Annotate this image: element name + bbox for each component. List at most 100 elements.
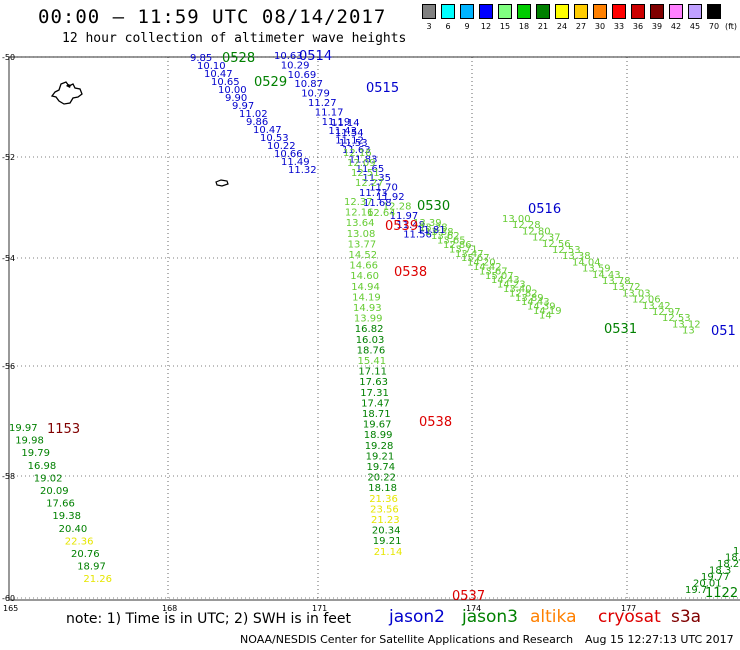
wave-height-value: 12.80 [522,226,551,237]
wave-height-value: 13.71 [449,244,478,255]
wave-height-value: 18.18 [368,483,397,494]
color-scale-label: 12 [480,22,492,31]
wave-height-value: 13.65 [437,236,466,247]
color-scale-label: 21 [537,22,549,31]
wave-height-value: 14.20 [467,258,496,269]
wave-height-value: 11.27 [308,98,337,109]
pass-time-label: 0538 [394,265,427,280]
wave-height-value: 13.59 [582,264,611,275]
wave-height-value: 14.04 [572,257,601,268]
color-scale-swatch [612,4,626,19]
wave-height-value: 10.87 [294,79,323,90]
wave-height-value: 13.77 [348,239,377,250]
wave-height-value: 14.60 [350,271,379,282]
color-scale-swatch [441,4,455,19]
wave-height-value: 12.97 [652,307,681,318]
wave-height-value: 13.47 [455,249,484,260]
wave-height-value: 9.86 [246,117,268,128]
wave-height-value: 12.82 [509,288,538,299]
wave-height-value: 12.27 [355,178,384,189]
wave-height-value: 19.74 [367,462,396,473]
wave-height-value: 10.66 [274,149,303,160]
color-scale-swatch [479,4,493,19]
color-scale-label: 45 [689,22,701,31]
wave-height-value: 12.53 [662,313,691,324]
satellite-legend-item: jason2 [389,607,445,627]
wave-height-value: 10.69 [288,70,317,81]
wave-height-value: 9.97 [232,101,254,112]
wave-height-value: 13.03 [622,288,651,299]
wave-height-value: 20.76 [71,549,100,560]
wave-height-value: 14.19 [533,306,562,317]
latitude-label: -58 [2,472,15,481]
wave-height-value: 18.76 [357,345,386,356]
wave-height-value: 11.02 [239,109,268,120]
wave-height-value: 13.67 [479,266,508,277]
wave-height-value: 12.64 [367,208,396,219]
wave-height-value: 17.63 [359,377,388,388]
color-scale-label: 15 [499,22,511,31]
color-scale-swatch [669,4,683,19]
wave-height-value: 12.37 [344,197,373,208]
color-scale-swatch [422,4,436,19]
wave-height-value: 12.16 [345,208,374,219]
map-subtitle: 12 hour collection of altimeter wave hei… [62,31,407,46]
wave-height-value: 19.67 [363,420,392,431]
wave-height-value: 11.83 [349,154,378,165]
wave-height-value: 13.38 [425,227,454,238]
color-scale-label: 9 [464,22,470,31]
wave-height-value: 13.12 [672,319,701,330]
wave-height-value: 19.38 [52,511,81,522]
color-scale-label: 36 [632,22,644,31]
wave-height-value: 14.42 [473,262,502,273]
wave-height-value: 15.07 [485,271,514,282]
wave-height-value: 12.56 [542,239,571,250]
wave-height-value: 14.66 [349,261,378,272]
color-scale-swatch [498,4,512,19]
island-shape [215,179,229,187]
wave-height-value: 12.06 [632,295,661,306]
wave-height-value: 16.03 [356,335,385,346]
wave-height-value: 9.90 [225,93,247,104]
wave-height-value: 17.11 [358,367,387,378]
pass-time-label: 0516 [528,202,561,217]
wave-height-value: 13.28 [419,222,448,233]
color-scale-swatch [517,4,531,19]
wave-height-value: 20.22 [367,473,396,484]
pass-time-label: 1153 [47,422,80,437]
wave-height-value: 12.37 [532,233,561,244]
wave-height-value: 19.28 [365,441,394,452]
wave-height-value: 18.99 [364,430,393,441]
wave-height-value: 10.00 [218,85,247,96]
wave-height-value: 21.36 [369,494,398,505]
longitude-label: 165 [3,604,18,613]
wave-height-value: 13.62 [431,231,460,242]
wave-height-value: 14.43 [592,270,621,281]
wave-height-value: 14.43 [521,297,550,308]
color-scale-unit: (ft) [724,22,738,31]
wave-height-value: 20.01 [693,579,722,590]
wave-height-value: 19.21 [366,451,395,462]
wave-height-value: 13 [682,326,695,337]
wave-height-value: 13.72 [612,282,641,293]
wave-height-value: 13.39 [413,218,442,229]
wave-height-value: 11.63 [342,145,371,156]
wave-height-value: 14 [539,310,552,321]
wave-height-value: 11.70 [369,183,398,194]
wave-height-value: 11.56 [403,230,432,241]
latitude-label: -60 [2,594,15,603]
wave-height-value: 19.97 [9,423,38,434]
wave-height-value: 20.34 [372,526,401,537]
wave-height-value: 11.12 [335,136,364,147]
wave-height-value: 19.98 [15,436,44,447]
wave-height-value: 14.93 [353,303,382,314]
pass-time-label: 0530 [417,199,450,214]
color-scale-label: 3 [426,22,432,31]
wave-height-value: 15.41 [358,356,387,367]
wave-height-value: 14.94 [351,282,380,293]
wave-height-value: 11.17 [315,107,344,118]
wave-height-value: 13.64 [346,218,375,229]
wave-height-value: 13.78 [602,276,631,287]
wave-height-value: 19.77 [701,572,730,583]
wave-height-value: 11.65 [356,164,385,175]
